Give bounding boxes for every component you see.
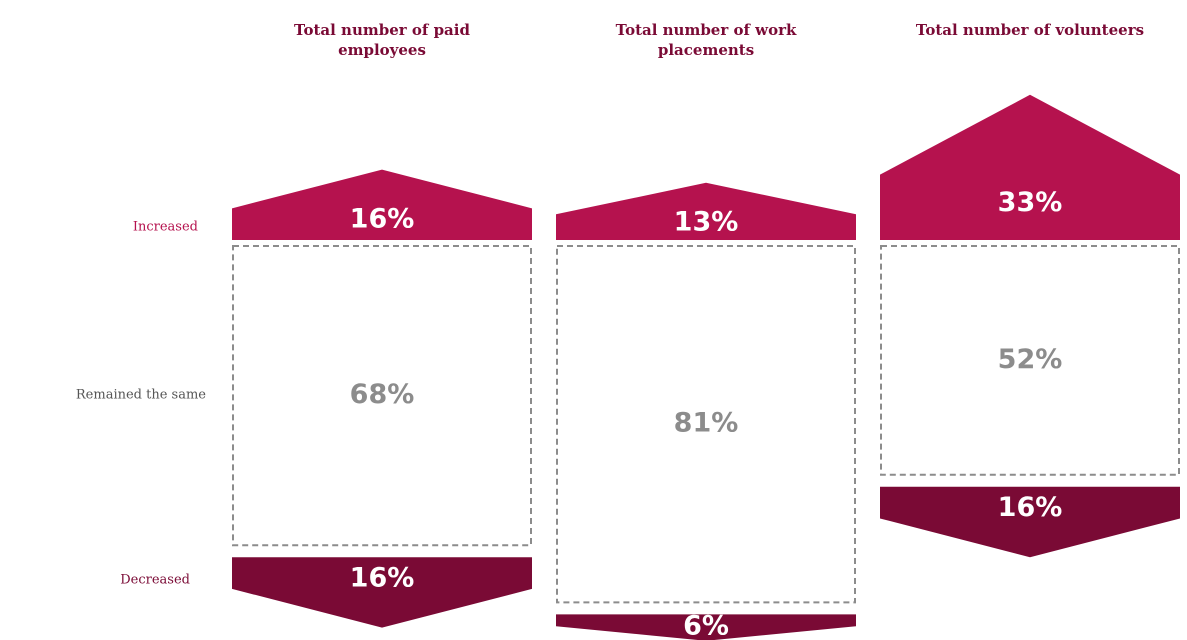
increase-arrow xyxy=(232,169,532,240)
value-label: 81% xyxy=(674,408,739,439)
value-label: 16% xyxy=(350,204,415,235)
same-box xyxy=(556,245,856,604)
value-label: 16% xyxy=(998,492,1063,523)
same-box xyxy=(880,245,1180,476)
decrease-arrow xyxy=(556,614,856,640)
decrease-arrow xyxy=(880,486,1180,558)
row-label: Increased xyxy=(133,220,198,235)
value-label: 52% xyxy=(998,344,1063,375)
value-label: 6% xyxy=(683,610,729,640)
column-title: Total number of work placements xyxy=(615,21,797,59)
column-title: Total number of volunteers xyxy=(915,21,1145,39)
value-label: 13% xyxy=(674,207,739,238)
increase-arrow xyxy=(556,182,856,240)
row-label: Decreased xyxy=(120,573,190,588)
value-label: 16% xyxy=(350,563,415,594)
increase-arrow xyxy=(880,94,1180,240)
decrease-arrow xyxy=(232,557,532,628)
row-label: Remained the same xyxy=(76,388,206,403)
value-label: 33% xyxy=(998,187,1063,218)
column-title: Total number of paid employees xyxy=(294,21,470,59)
value-label: 68% xyxy=(350,379,415,410)
same-box xyxy=(232,245,532,547)
